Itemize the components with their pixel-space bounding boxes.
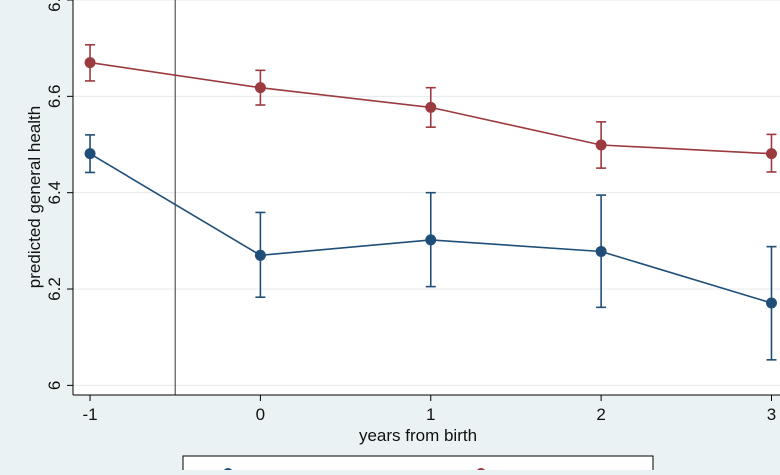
series-group: [84, 43, 777, 361]
data-point: [595, 139, 607, 151]
x-tick-label: 2: [596, 405, 605, 424]
x-tick-label: -1: [82, 405, 97, 424]
y-tick-label: 6.8: [45, 0, 64, 12]
y-axis-label: predicted general health: [25, 106, 44, 288]
data-point: [254, 249, 266, 261]
legend: [182, 455, 654, 475]
y-tick-label: 6.4: [45, 181, 64, 205]
legend-box: [182, 455, 654, 475]
data-point: [765, 297, 777, 309]
y-tick-label: 6: [45, 381, 64, 390]
data-point: [425, 234, 437, 246]
y-tick-label: 6.6: [45, 85, 64, 109]
axes: [72, 0, 780, 396]
data-point: [84, 148, 96, 160]
plot-area: [73, 0, 780, 395]
y-tick-label: 6.2: [45, 277, 64, 301]
x-tick-label: 1: [426, 405, 435, 424]
ticks: 6 6.2 6.4 6.6 6.8 -1 0 1 2 3: [45, 0, 776, 424]
data-point: [425, 101, 437, 113]
x-axis-label: years from birth: [359, 426, 477, 445]
data-point: [84, 57, 96, 69]
x-tick-label: 3: [767, 405, 776, 424]
data-point: [254, 82, 266, 94]
series-2: [84, 134, 777, 361]
series-1: [84, 43, 777, 173]
x-tick-label: 0: [256, 405, 265, 424]
data-point: [765, 148, 777, 160]
data-point: [595, 245, 607, 257]
